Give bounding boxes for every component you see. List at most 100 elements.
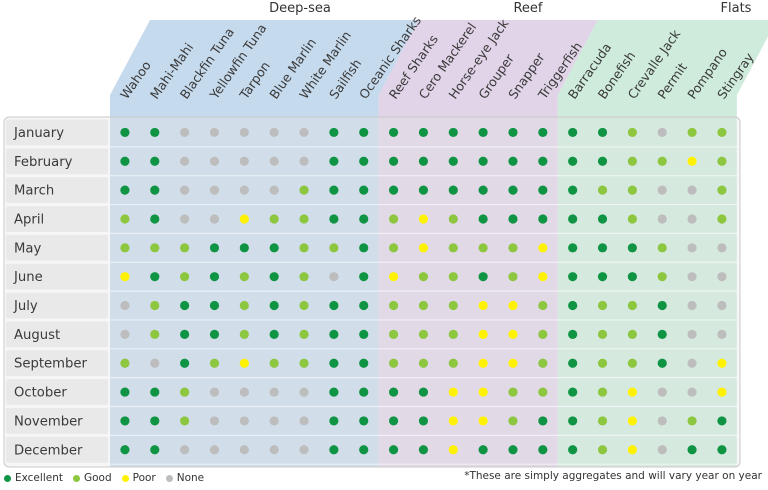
rating-dot xyxy=(359,185,369,195)
rating-dot xyxy=(448,243,458,253)
rating-dot xyxy=(239,445,249,455)
rating-dot xyxy=(627,300,637,311)
rating-dot xyxy=(597,127,608,138)
rating-dot xyxy=(269,445,279,455)
rating-dot xyxy=(299,214,309,224)
rating-dot xyxy=(568,127,578,138)
rating-dot xyxy=(388,358,399,368)
rating-dot xyxy=(597,156,608,166)
rating-dot xyxy=(657,416,667,426)
month-label: December xyxy=(14,443,83,458)
legend-label-excellent: Excellent xyxy=(15,472,63,484)
rating-dot xyxy=(508,156,518,166)
rating-dot xyxy=(717,185,727,195)
rating-dot xyxy=(359,416,369,426)
group-title-reef: Reef xyxy=(513,1,542,16)
rating-dot xyxy=(418,300,429,311)
rating-dot xyxy=(448,272,458,282)
rating-dot xyxy=(568,329,578,339)
rating-dot xyxy=(120,387,130,397)
rating-dot xyxy=(329,300,339,311)
rating-dot xyxy=(418,329,429,339)
rating-dot xyxy=(209,185,220,195)
rating-dot xyxy=(508,358,518,368)
rating-dot xyxy=(597,185,608,195)
month-label: January xyxy=(13,126,64,141)
rating-dot xyxy=(180,329,190,339)
rating-dot xyxy=(209,156,220,166)
rating-dot xyxy=(209,387,220,397)
rating-dot xyxy=(299,243,309,253)
rating-dot xyxy=(418,445,429,455)
rating-dot xyxy=(120,445,130,455)
rating-dot xyxy=(150,358,160,368)
month-cell xyxy=(6,263,108,290)
rating-dot xyxy=(239,329,249,339)
rating-dot xyxy=(597,358,608,368)
rating-dot xyxy=(717,387,727,397)
rating-dot xyxy=(657,272,667,282)
rating-dot xyxy=(568,387,578,397)
rating-dot xyxy=(538,127,548,138)
rating-dot xyxy=(180,300,190,311)
rating-dot xyxy=(538,185,548,195)
rating-dot xyxy=(448,416,458,426)
rating-dot xyxy=(359,329,369,339)
rating-dot xyxy=(329,445,339,455)
rating-dot xyxy=(448,329,458,339)
rating-dot xyxy=(448,358,458,368)
rating-dot xyxy=(448,127,458,138)
legend-dot-none xyxy=(165,474,173,482)
month-cell xyxy=(6,177,108,204)
rating-dot xyxy=(418,416,429,426)
rating-dot xyxy=(508,329,518,339)
rating-dot xyxy=(538,387,548,397)
rating-dot xyxy=(388,185,399,195)
rating-dot xyxy=(299,127,309,138)
rating-dot xyxy=(478,445,488,455)
rating-dot xyxy=(568,272,578,282)
rating-dot xyxy=(329,272,339,282)
rating-dot xyxy=(478,387,488,397)
rating-dot xyxy=(180,243,190,253)
month-label: August xyxy=(14,328,60,343)
rating-dot xyxy=(657,156,667,166)
rating-dot xyxy=(687,243,697,253)
legend-item-poor: Poor xyxy=(121,472,156,484)
rating-dot xyxy=(508,214,518,224)
rating-dot xyxy=(359,127,369,138)
rating-dot xyxy=(329,387,339,397)
rating-dot xyxy=(299,300,309,311)
rating-dot xyxy=(359,445,369,455)
rating-dot xyxy=(717,214,727,224)
rating-dot xyxy=(120,214,130,224)
rating-dot xyxy=(329,156,339,166)
rating-dot xyxy=(627,185,637,195)
rating-dot xyxy=(180,156,190,166)
rating-dot xyxy=(508,185,518,195)
rating-dot xyxy=(597,243,608,253)
rating-dot xyxy=(299,156,309,166)
rating-dot xyxy=(538,300,548,311)
rating-dot xyxy=(687,156,697,166)
rating-dot xyxy=(239,185,249,195)
rating-dot xyxy=(717,156,727,166)
rating-dot xyxy=(508,387,518,397)
legend-label-none: None xyxy=(176,472,205,484)
rating-dot xyxy=(627,243,637,253)
month-cell xyxy=(6,206,108,232)
rating-dot xyxy=(299,416,309,426)
rating-dot xyxy=(209,272,220,282)
rating-dot xyxy=(687,387,697,397)
rating-dot xyxy=(359,156,369,166)
rating-dot xyxy=(359,300,369,311)
rating-dot xyxy=(448,156,458,166)
rating-dot xyxy=(448,185,458,195)
rating-dot xyxy=(269,416,279,426)
rating-dot xyxy=(597,272,608,282)
rating-dot xyxy=(120,127,130,138)
rating-dot xyxy=(329,416,339,426)
rating-dot xyxy=(269,214,279,224)
rating-dot xyxy=(478,243,488,253)
rating-dot xyxy=(568,416,578,426)
